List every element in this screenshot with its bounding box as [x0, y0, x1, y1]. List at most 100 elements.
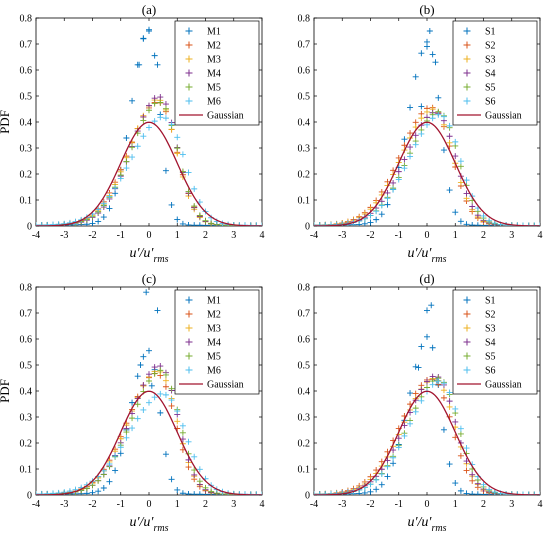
data-point [384, 473, 391, 480]
data-point [452, 153, 459, 160]
x-tick-label: 3 [231, 230, 236, 241]
data-point [446, 139, 453, 146]
data-point [196, 222, 203, 226]
data-point [49, 490, 56, 495]
legend-plus-marker [463, 296, 471, 304]
y-tick-label: 0.2 [20, 439, 33, 450]
x-tick-label: -4 [310, 230, 318, 241]
data-point [418, 343, 425, 350]
x-tick-label: -3 [338, 499, 346, 510]
data-point [185, 438, 192, 445]
data-point [146, 371, 152, 378]
legend: M1 M2 M3 M4 M5 M6 Gaussian [174, 289, 260, 395]
x-tick-label: 0 [425, 230, 430, 241]
data-point [129, 415, 136, 422]
legend-entry-label: S3 [485, 324, 496, 335]
data-point [446, 389, 453, 396]
y-tick-label: 0.8 [298, 283, 311, 294]
data-point [129, 425, 136, 432]
data-point [162, 105, 169, 112]
data-point [457, 218, 464, 225]
data-point [36, 222, 39, 226]
data-point [174, 150, 181, 157]
data-point [435, 94, 442, 101]
legend-entry-label: S2 [485, 41, 496, 52]
legend-entry-label: S6 [485, 366, 496, 377]
y-tick-label: 0.6 [20, 66, 33, 77]
data-point [407, 104, 414, 111]
data-point [415, 364, 422, 371]
data-point [95, 488, 102, 495]
y-tick-label: 0.7 [298, 40, 311, 51]
data-point [185, 491, 192, 495]
data-point [191, 222, 198, 226]
data-point [49, 221, 56, 226]
y-tick-label: 0.5 [298, 361, 311, 372]
data-point [435, 378, 442, 385]
y-tick-label: 0.6 [20, 335, 33, 346]
data-point [162, 167, 169, 174]
data-point [378, 202, 385, 209]
x-tick-label: 4 [538, 230, 543, 241]
data-point [146, 107, 152, 114]
data-point [106, 193, 113, 200]
x-tick-label: -1 [395, 230, 403, 241]
data-point [208, 488, 215, 495]
data-point [432, 59, 439, 66]
data-point [491, 489, 498, 495]
data-point [95, 218, 102, 225]
data-point [95, 206, 102, 213]
data-point [117, 444, 124, 451]
legend-plus-marker [463, 310, 471, 318]
data-point [157, 367, 164, 374]
data-point [157, 114, 164, 121]
data-point [151, 364, 158, 371]
data-point [418, 397, 425, 404]
data-point [168, 385, 175, 392]
legend-entry-label: Gaussian [207, 380, 244, 391]
data-point [157, 94, 164, 101]
data-point [162, 451, 169, 458]
data-point [106, 461, 113, 467]
data-point [162, 383, 169, 390]
data-point [424, 307, 430, 314]
data-point [367, 212, 374, 219]
legend-plus-marker [185, 69, 193, 77]
x-axis-label: u′/u′rms [129, 515, 168, 533]
data-point [123, 158, 130, 165]
data-point [378, 481, 385, 488]
data-point [412, 363, 419, 370]
legend-plus-marker [185, 55, 193, 63]
y-tick-label: 0.8 [20, 283, 33, 294]
legend-entry-label: Gaussian [485, 380, 522, 391]
data-point [55, 221, 62, 226]
x-tick-label: 1 [453, 499, 458, 510]
data-point [134, 415, 141, 422]
data-point [401, 432, 408, 439]
data-point [174, 486, 181, 493]
data-point [157, 390, 164, 397]
data-point [157, 99, 164, 106]
x-tick-label: 4 [260, 499, 265, 510]
data-point [424, 378, 430, 385]
data-point [474, 491, 481, 495]
data-point [140, 133, 147, 140]
x-tick-label: 1 [175, 230, 180, 241]
x-tick-label: 2 [203, 230, 208, 241]
legend-plus-marker [463, 55, 471, 63]
data-point [429, 381, 436, 388]
data-point [151, 52, 158, 59]
data-point [412, 141, 419, 148]
data-point [446, 187, 453, 194]
legend-entry-label: M4 [207, 69, 221, 80]
y-tick-label: 0.2 [298, 439, 311, 450]
x-tick-label: -2 [88, 499, 96, 510]
data-point [457, 179, 464, 186]
data-point [412, 73, 419, 80]
legend-plus-marker [185, 83, 193, 91]
data-point [185, 169, 192, 176]
data-point [463, 190, 470, 197]
data-point [106, 205, 113, 212]
data-point [418, 115, 425, 122]
data-point [401, 156, 408, 163]
